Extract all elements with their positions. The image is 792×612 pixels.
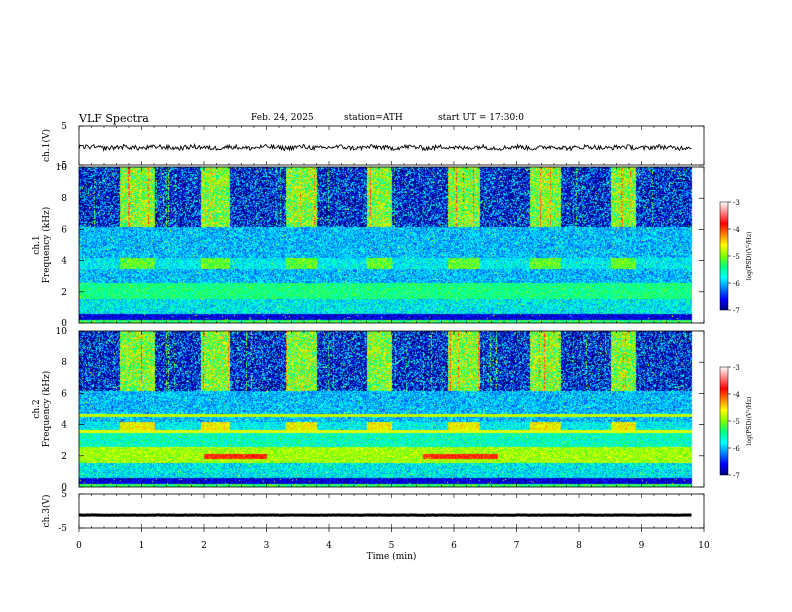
colorbar-tick-label: -6 — [733, 280, 740, 288]
y-tick-label: 2 — [61, 452, 67, 462]
colorbar-label: log(PSD)(V²/Hz) — [746, 232, 753, 281]
x-tick-label: 3 — [264, 541, 270, 551]
x-tick-label: 1 — [139, 541, 145, 551]
spectrogram-ch2 — [79, 331, 704, 487]
colorbar-tick-label: -5 — [733, 253, 740, 261]
figure-title: VLF Spectra — [79, 112, 149, 125]
y-tick-label: 10 — [56, 327, 68, 337]
y-axis-label: ch.2 — [32, 399, 42, 418]
y-axis-label: ch.3(V) — [41, 495, 52, 528]
x-tick-label: 2 — [201, 541, 207, 551]
station-label: station=ATH — [344, 113, 403, 123]
colorbar-tick-label: -7 — [733, 472, 740, 480]
y-tick-label: 5 — [61, 490, 67, 500]
date-label: Feb. 24, 2025 — [251, 113, 314, 123]
panel-frame — [78, 125, 705, 166]
x-tick-label: 9 — [639, 541, 645, 551]
y-axis-label: Frequency (kHz) — [41, 207, 52, 284]
y-tick-label: -5 — [58, 161, 67, 171]
x-tick-label: 8 — [576, 541, 582, 551]
y-tick-label: 8 — [61, 194, 67, 204]
y-tick-label: 10 — [56, 163, 68, 173]
colorbar-tick-label: -5 — [733, 418, 740, 426]
start-time-label: start UT = 17:30:0 — [438, 113, 524, 123]
spectrogram-ch1 — [79, 167, 704, 323]
colorbar-tick-label: -7 — [733, 307, 740, 315]
colorbar-tick-label: -4 — [733, 226, 740, 234]
panel-frame — [78, 493, 705, 529]
y-tick-label: 4 — [61, 257, 67, 267]
y-tick-label: 6 — [61, 389, 67, 399]
colorbar-tick-label: -3 — [733, 364, 740, 372]
y-axis-label: ch.1 — [32, 235, 42, 254]
y-tick-label: -5 — [58, 524, 67, 534]
y-tick-label: 4 — [61, 421, 67, 431]
x-tick-label: 4 — [326, 541, 332, 551]
y-tick-label: 0 — [61, 483, 67, 493]
x-tick-label: 5 — [389, 541, 395, 551]
colorbar-ch2 — [719, 366, 729, 476]
colorbar-tick-label: -4 — [733, 391, 740, 399]
colorbar-label: log(PSD)(V²/Hz) — [746, 397, 753, 446]
x-tick-label: 6 — [451, 541, 457, 551]
y-axis-label: Frequency (kHz) — [41, 371, 52, 448]
y-tick-label: 5 — [61, 122, 67, 132]
colorbar-tick-label: -3 — [733, 199, 740, 207]
x-tick-label: 7 — [514, 541, 520, 551]
x-tick-label: 0 — [76, 541, 82, 551]
x-axis-label: Time (min) — [367, 551, 417, 562]
y-tick-label: 8 — [61, 358, 67, 368]
y-tick-label: 6 — [61, 225, 67, 235]
waveform-ch1 — [78, 142, 692, 153]
colorbar-ch1 — [719, 201, 729, 311]
y-axis-label: ch.1(V) — [41, 129, 52, 162]
y-tick-label: 0 — [61, 319, 67, 329]
colorbar-tick-label: -6 — [733, 445, 740, 453]
x-tick-label: 10 — [698, 541, 710, 551]
y-tick-label: 2 — [61, 288, 67, 298]
